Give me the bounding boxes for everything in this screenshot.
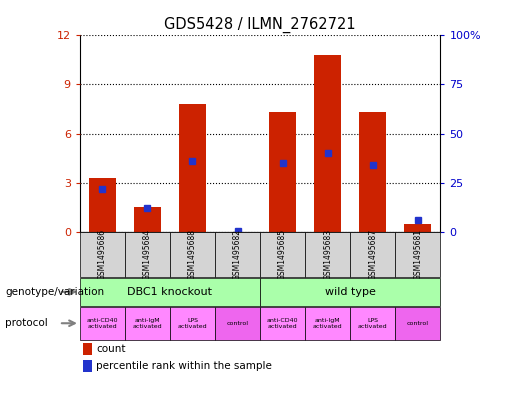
Text: LPS
activated: LPS activated [358,318,388,329]
Bar [350,307,396,340]
Text: percentile rank within the sample: percentile rank within the sample [96,361,272,371]
Bar [396,307,440,340]
Text: control: control [227,321,249,326]
Bar [80,278,260,306]
Bar [260,232,305,277]
Bar [179,104,206,232]
Bar [359,112,386,232]
Bar [305,307,350,340]
Bar [89,178,116,232]
Bar [83,343,93,355]
Bar [170,232,215,277]
Text: anti-CD40
activated: anti-CD40 activated [87,318,118,329]
Bar [396,232,440,277]
Bar [215,307,260,340]
Text: GSM1495681: GSM1495681 [414,229,422,280]
Text: GSM1495685: GSM1495685 [278,229,287,280]
Bar [305,232,350,277]
Bar [260,278,440,306]
Text: LPS
activated: LPS activated [178,318,208,329]
Text: GSM1495688: GSM1495688 [188,229,197,280]
Bar [80,232,125,277]
Bar [260,307,305,340]
Text: GSM1495687: GSM1495687 [368,229,377,280]
Text: wild type: wild type [325,287,375,297]
Text: protocol: protocol [5,318,48,329]
Bar [269,112,296,232]
Bar [404,224,431,232]
Text: anti-IgM
activated: anti-IgM activated [313,318,342,329]
Text: anti-IgM
activated: anti-IgM activated [132,318,162,329]
Text: control: control [407,321,429,326]
Text: GSM1495683: GSM1495683 [323,229,332,280]
Text: genotype/variation: genotype/variation [5,287,104,297]
Bar [350,232,396,277]
Title: GDS5428 / ILMN_2762721: GDS5428 / ILMN_2762721 [164,17,356,33]
Bar [83,360,93,372]
Bar [80,307,125,340]
Bar [125,232,170,277]
Text: anti-CD40
activated: anti-CD40 activated [267,318,298,329]
Bar [215,232,260,277]
Bar [314,55,341,232]
Bar [170,307,215,340]
Text: GSM1495684: GSM1495684 [143,229,152,280]
Text: GSM1495682: GSM1495682 [233,229,242,280]
Text: GSM1495686: GSM1495686 [98,229,107,280]
Bar [125,307,170,340]
Text: count: count [96,344,126,354]
Bar [134,207,161,232]
Text: DBC1 knockout: DBC1 knockout [127,287,213,297]
